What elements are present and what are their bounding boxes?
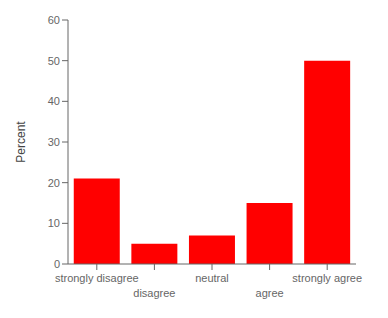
- svg-text:0: 0: [54, 258, 60, 270]
- svg-text:40: 40: [48, 95, 60, 107]
- svg-text:agree: agree: [256, 287, 284, 299]
- svg-text:10: 10: [48, 217, 60, 229]
- svg-text:strongly agree: strongly agree: [292, 272, 362, 284]
- svg-text:disagree: disagree: [133, 287, 175, 299]
- svg-text:strongly disagree: strongly disagree: [55, 272, 139, 284]
- svg-text:50: 50: [48, 55, 60, 67]
- svg-text:30: 30: [48, 136, 60, 148]
- svg-text:20: 20: [48, 177, 60, 189]
- svg-text:Percent: Percent: [14, 121, 28, 163]
- svg-text:neutral: neutral: [195, 272, 229, 284]
- svg-text:60: 60: [48, 14, 60, 26]
